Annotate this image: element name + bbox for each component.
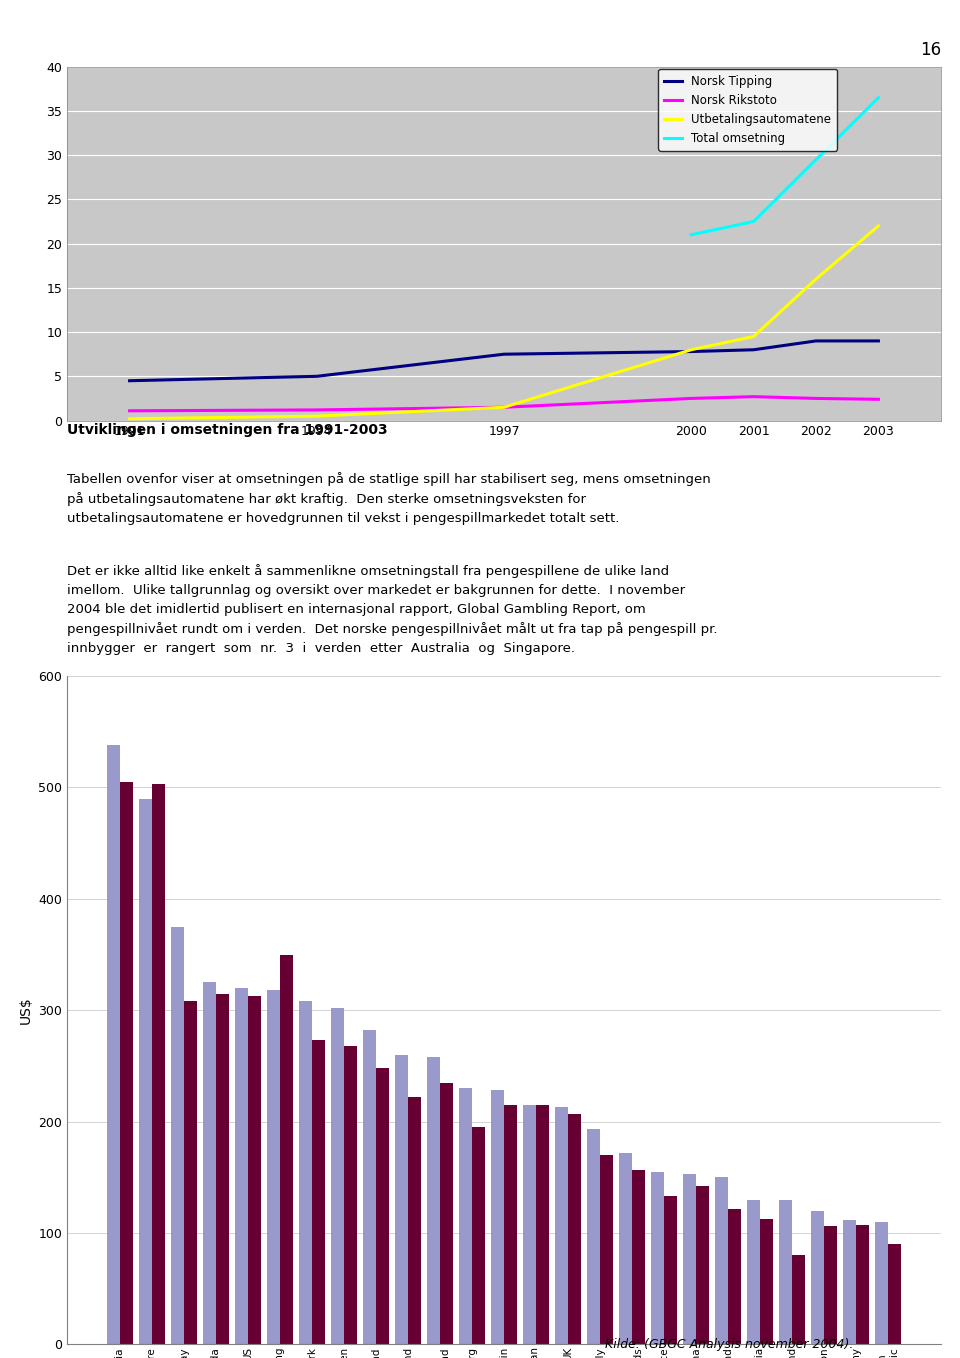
Bar <box>235 989 248 1344</box>
Bar <box>729 1209 741 1344</box>
Bar <box>684 1175 696 1344</box>
Text: Utviklingen i omsetningen fra 1991-2003: Utviklingen i omsetningen fra 1991-2003 <box>67 424 388 437</box>
Bar <box>300 1001 312 1344</box>
Bar <box>619 1153 632 1344</box>
Bar <box>780 1199 792 1344</box>
Bar <box>568 1114 581 1344</box>
Bar <box>363 1031 376 1344</box>
Bar <box>664 1196 677 1344</box>
Bar <box>203 982 216 1344</box>
Bar <box>492 1090 504 1344</box>
Bar <box>171 926 183 1344</box>
Bar <box>523 1105 536 1344</box>
Bar <box>248 995 260 1344</box>
Bar <box>267 990 279 1344</box>
Bar <box>376 1069 389 1344</box>
Bar <box>600 1156 612 1344</box>
Bar <box>748 1199 760 1344</box>
Bar <box>536 1105 549 1344</box>
Bar <box>825 1226 837 1344</box>
Bar <box>396 1055 408 1344</box>
Bar <box>715 1177 729 1344</box>
Bar <box>279 955 293 1344</box>
Bar <box>107 746 120 1344</box>
Bar <box>651 1172 664 1344</box>
Y-axis label: US$: US$ <box>19 997 33 1024</box>
Bar <box>472 1127 485 1344</box>
Bar <box>588 1130 600 1344</box>
Bar <box>888 1244 901 1344</box>
Bar <box>760 1218 773 1344</box>
Bar <box>312 1040 324 1344</box>
Bar <box>120 782 132 1344</box>
Bar <box>504 1105 516 1344</box>
Text: Det er ikke alltid like enkelt å sammenlikne omsetningstall fra pengespillene de: Det er ikke alltid like enkelt å sammenl… <box>67 564 718 655</box>
Bar <box>427 1057 440 1344</box>
Bar <box>792 1255 805 1344</box>
Bar <box>216 994 228 1344</box>
Bar <box>844 1219 856 1344</box>
Bar <box>876 1222 888 1344</box>
Text: Tabellen ovenfor viser at omsetningen på de statlige spill har stabilisert seg, : Tabellen ovenfor viser at omsetningen på… <box>67 471 711 526</box>
Bar <box>331 1008 344 1344</box>
Bar <box>408 1097 420 1344</box>
Legend: Norsk Tipping, Norsk Rikstoto, Utbetalingsautomatene, Total omsetning: Norsk Tipping, Norsk Rikstoto, Utbetalin… <box>659 69 837 151</box>
Bar <box>856 1225 869 1344</box>
Bar <box>696 1187 708 1344</box>
Bar <box>459 1088 472 1344</box>
Text: 16: 16 <box>920 41 941 60</box>
Bar <box>139 799 152 1344</box>
Bar <box>811 1211 825 1344</box>
Bar <box>440 1082 453 1344</box>
Bar <box>183 1001 197 1344</box>
Bar <box>344 1046 357 1344</box>
Bar <box>555 1107 568 1344</box>
Bar <box>632 1169 645 1344</box>
Bar <box>152 784 164 1344</box>
Text: Kilde: (GBGC Analysis november 2004).: Kilde: (GBGC Analysis november 2004). <box>605 1338 853 1351</box>
